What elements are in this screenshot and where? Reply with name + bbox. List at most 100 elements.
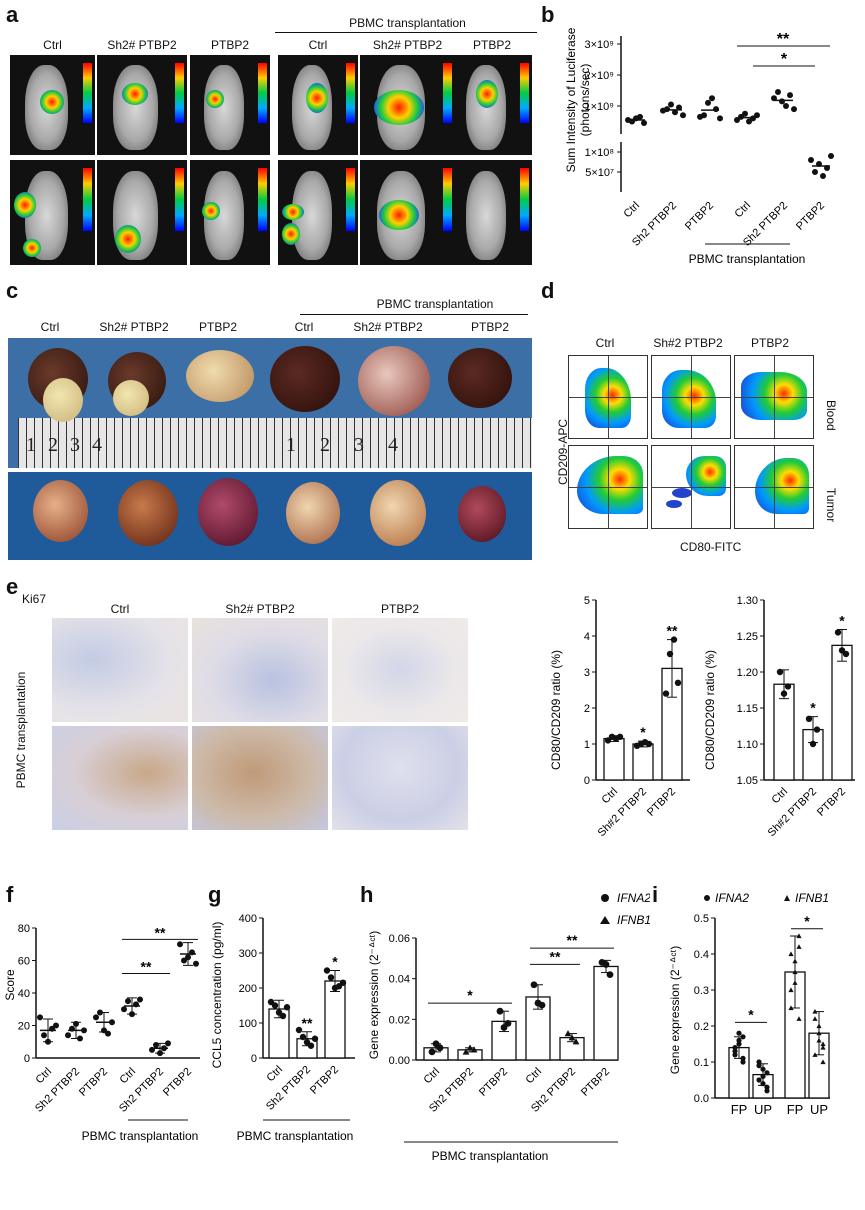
data-point: [808, 157, 814, 163]
panel-d-col-2: Sh#2 PTBP2: [653, 336, 723, 350]
x-tick-label: Ctrl: [600, 786, 621, 807]
y-tick-label: 5: [584, 595, 590, 607]
chart-g: CCL5 concentration (pg/ml) 0 100 200 300 400…: [210, 913, 355, 1143]
panel-label-d: d: [541, 278, 555, 303]
bar: [831, 644, 853, 781]
data-point: [805, 715, 813, 722]
data-point: [780, 690, 788, 697]
data-point: [820, 1041, 826, 1047]
bar: [603, 737, 625, 781]
data-point: [668, 101, 674, 108]
data-point: [307, 1042, 315, 1049]
data-point: [812, 1009, 818, 1014]
data-point: [756, 1063, 762, 1069]
ihc-image: [332, 618, 468, 722]
ruler-number: 3: [70, 434, 80, 456]
panel-e-row-label: PBMC transplantation: [14, 670, 28, 790]
ihc-image: [192, 726, 328, 830]
x-tick-label: PTBP2: [645, 786, 678, 819]
y-tick-label: 0.0: [694, 1093, 709, 1105]
significance-mark: *: [640, 724, 646, 740]
data-point: [564, 1030, 572, 1037]
ivis-image: [10, 55, 95, 155]
x-tick-label: Ctrl: [524, 1066, 545, 1087]
chart-f-ylabel: Score: [3, 969, 17, 1001]
chart-h-legend-1: IFNA2: [617, 891, 650, 905]
data-point: [339, 979, 347, 986]
significance-mark: *: [332, 954, 338, 970]
data-point: [740, 1055, 746, 1061]
data-point: [736, 1030, 742, 1036]
legend-marker-triangle: [600, 916, 610, 924]
chart-b-ytick: 5×10⁷: [585, 167, 614, 179]
ihc-image: [192, 618, 328, 722]
facs-plot: [568, 445, 648, 529]
data-point: [53, 1022, 59, 1029]
panel-d-col-3: PTBP2: [750, 336, 789, 350]
data-point: [787, 92, 793, 99]
ihc-image: [52, 618, 188, 722]
data-point: [792, 958, 798, 964]
data-point: [177, 941, 183, 948]
x-tick-label: PTBP2: [794, 200, 827, 233]
data-point: [812, 1052, 818, 1057]
significance-mark: *: [748, 1006, 754, 1022]
data-point: [756, 1077, 762, 1083]
y-tick-label: 1.05: [737, 775, 758, 787]
data-point: [327, 974, 335, 981]
data-point: [496, 1007, 504, 1015]
ivis-image: [190, 55, 270, 155]
data-point: [740, 1059, 746, 1065]
chart-e1-ylabel: CD80/CD209 ratio (%): [549, 650, 563, 770]
significance-mark: **: [302, 1015, 313, 1031]
chart-i-ylabel: Gene expression (2⁻ᐞᶜᵗ): [668, 946, 682, 1074]
panel-label-f: f: [6, 882, 14, 907]
x-tick-label: FP: [787, 1102, 804, 1117]
panel-d-row-blood: Blood: [824, 400, 838, 431]
data-point: [674, 679, 682, 686]
bar: [632, 743, 654, 781]
x-tick-label: Ctrl: [422, 1066, 443, 1087]
x-tick-label: Ctrl: [733, 200, 754, 221]
significance-mark: **: [141, 959, 152, 975]
chart-h-group: PBMC transplantation: [432, 1149, 549, 1163]
data-point: [736, 1037, 742, 1043]
y-tick-label: 0.06: [389, 933, 410, 945]
data-point: [666, 650, 674, 658]
panel-a-col-3: PTBP2: [210, 38, 249, 52]
data-point: [672, 109, 678, 116]
data-point: [742, 110, 748, 117]
data-point: [125, 998, 131, 1005]
data-point: [812, 1016, 818, 1021]
data-point: [93, 1014, 99, 1021]
data-point: [788, 1005, 794, 1011]
chart-f-group: PBMC transplantation: [82, 1129, 199, 1143]
data-point: [470, 1046, 478, 1053]
ivis-image: [278, 160, 358, 265]
data-point: [676, 104, 682, 111]
data-point: [602, 961, 610, 968]
data-point: [842, 650, 850, 658]
ivis-image: [97, 55, 187, 155]
data-point: [662, 690, 670, 697]
legend-marker-circle: [601, 894, 609, 902]
data-point: [530, 981, 538, 989]
data-point: [792, 969, 798, 975]
bar: [324, 980, 346, 1059]
x-tick-label: Ctrl: [34, 1066, 55, 1087]
significance-mark: *: [839, 613, 845, 629]
data-point: [645, 740, 653, 748]
facs-plot: [734, 355, 814, 439]
y-tick-label: 300: [239, 948, 257, 960]
data-point: [709, 95, 715, 102]
data-point: [834, 629, 842, 636]
panel-a-col-4: Ctrl: [308, 38, 328, 52]
y-tick-label: 0.2: [694, 1021, 709, 1033]
chart-i-legend-1: IFNA2: [715, 891, 749, 905]
data-point: [783, 103, 789, 109]
y-tick-label: 400: [239, 913, 257, 925]
y-tick-label: 20: [18, 1021, 30, 1033]
data-point: [796, 933, 802, 939]
data-point: [37, 1014, 43, 1021]
data-point: [466, 1044, 474, 1051]
